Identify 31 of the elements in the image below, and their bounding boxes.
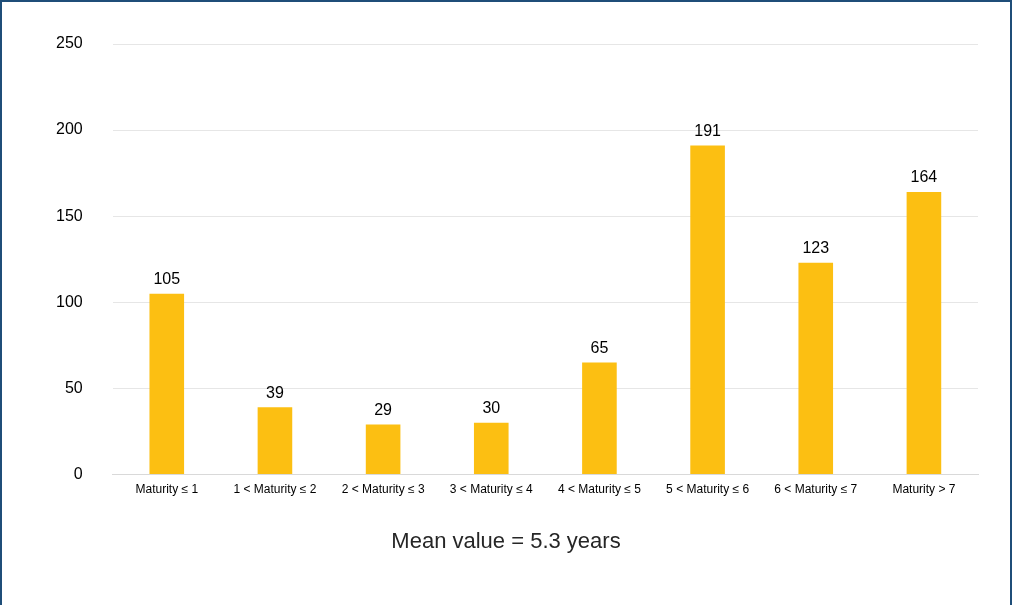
data-label: 123 <box>802 239 830 257</box>
bar <box>906 192 942 474</box>
data-label: 30 <box>482 399 501 417</box>
y-tick-label: 250 <box>55 34 83 52</box>
bar <box>798 262 834 474</box>
x-tick-label: 1 < Maturity ≤ 2 <box>233 481 317 496</box>
y-tick-label: 150 <box>55 206 83 224</box>
y-tick-label: 200 <box>55 120 83 138</box>
data-label: 29 <box>374 400 393 418</box>
bar <box>149 293 185 474</box>
bar <box>690 145 725 474</box>
bar <box>582 362 617 474</box>
bar <box>257 407 293 474</box>
data-label: 105 <box>153 270 181 288</box>
bar <box>473 422 509 474</box>
x-tick-label: 4 < Maturity ≤ 5 <box>557 481 642 496</box>
x-tick-label: Maturity > 7 <box>892 481 956 496</box>
x-tick-label: 5 < Maturity ≤ 6 <box>666 481 750 496</box>
data-label: 191 <box>694 121 722 139</box>
x-tick-label: 6 < Maturity ≤ 7 <box>774 481 858 496</box>
x-tick-label: 3 < Maturity ≤ 4 <box>449 481 534 496</box>
data-label: 65 <box>590 338 609 356</box>
y-tick-label: 0 <box>73 464 83 482</box>
x-tick-label: 2 < Maturity ≤ 3 <box>341 481 425 496</box>
data-label: 39 <box>266 383 284 401</box>
y-tick-label: 100 <box>55 292 83 310</box>
text: Mean value = 5.3 years <box>390 528 622 554</box>
data-label: 164 <box>910 168 938 186</box>
bar <box>365 424 401 474</box>
y-tick-label: 50 <box>64 378 83 396</box>
x-tick-label: Maturity ≤ 1 <box>135 481 199 496</box>
